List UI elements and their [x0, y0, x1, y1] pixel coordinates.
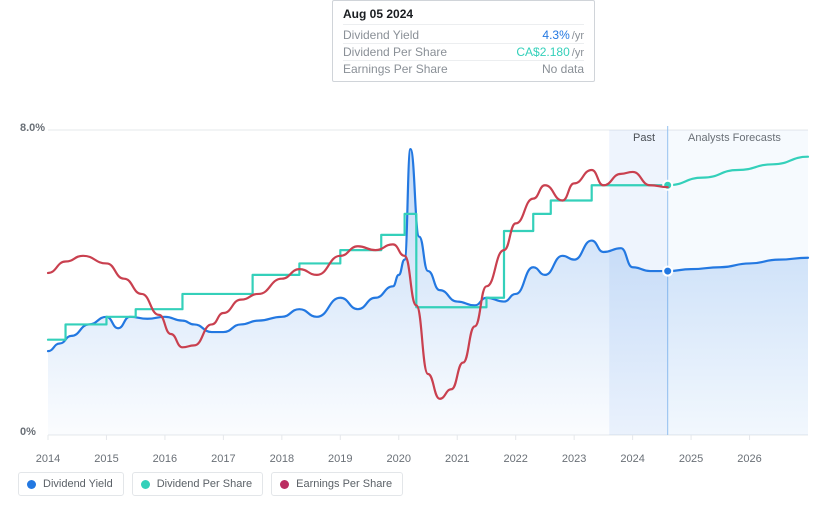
tooltip-row-value: No data	[542, 62, 584, 76]
tooltip-row-label: Dividend Yield	[343, 28, 419, 42]
tooltip-row-label: Earnings Per Share	[343, 62, 448, 76]
legend-label: Dividend Yield	[43, 478, 113, 490]
legend-dot-icon	[27, 480, 36, 489]
x-axis-tick: 2016	[153, 453, 177, 465]
x-axis-tick: 2020	[387, 453, 411, 465]
legend-item[interactable]: Dividend Yield	[18, 472, 124, 496]
tooltip-row: Dividend Per Share CA$2.180/yr	[343, 43, 584, 60]
x-axis-tick: 2017	[211, 453, 235, 465]
legend-label: Earnings Per Share	[296, 478, 392, 490]
x-axis-tick: 2024	[620, 453, 644, 465]
region-label-past: Past	[633, 132, 655, 144]
x-axis-tick: 2019	[328, 453, 352, 465]
legend-item[interactable]: Earnings Per Share	[271, 472, 403, 496]
x-axis-tick: 2023	[562, 453, 586, 465]
x-axis-tick: 2015	[94, 453, 118, 465]
legend-dot-icon	[141, 480, 150, 489]
region-label-forecasts: Analysts Forecasts	[688, 132, 781, 144]
x-axis-tick: 2022	[503, 453, 527, 465]
dividend-chart-container: Aug 05 2024 Dividend Yield4.3%/yrDividen…	[0, 0, 821, 508]
x-axis-tick: 2014	[36, 453, 60, 465]
x-axis-tick: 2018	[270, 453, 294, 465]
x-axis-tick: 2025	[679, 453, 703, 465]
tooltip-row-label: Dividend Per Share	[343, 45, 447, 59]
chart-tooltip: Aug 05 2024 Dividend Yield4.3%/yrDividen…	[332, 0, 595, 82]
legend-dot-icon	[280, 480, 289, 489]
tooltip-date: Aug 05 2024	[343, 7, 584, 21]
x-axis-tick: 2026	[737, 453, 761, 465]
tooltip-row: Dividend Yield 4.3%/yr	[343, 24, 584, 43]
tooltip-row-value: CA$2.180/yr	[516, 45, 584, 59]
y-axis-label-max: 8.0%	[20, 122, 45, 134]
chart-legend: Dividend Yield Dividend Per Share Earnings…	[18, 472, 403, 496]
tooltip-row-value: 4.3%/yr	[542, 28, 584, 42]
legend-item[interactable]: Dividend Per Share	[132, 472, 263, 496]
legend-label: Dividend Per Share	[157, 478, 252, 490]
x-axis-tick: 2021	[445, 453, 469, 465]
y-axis-label-min: 0%	[20, 426, 36, 438]
tooltip-row: Earnings Per Share No data	[343, 60, 584, 77]
